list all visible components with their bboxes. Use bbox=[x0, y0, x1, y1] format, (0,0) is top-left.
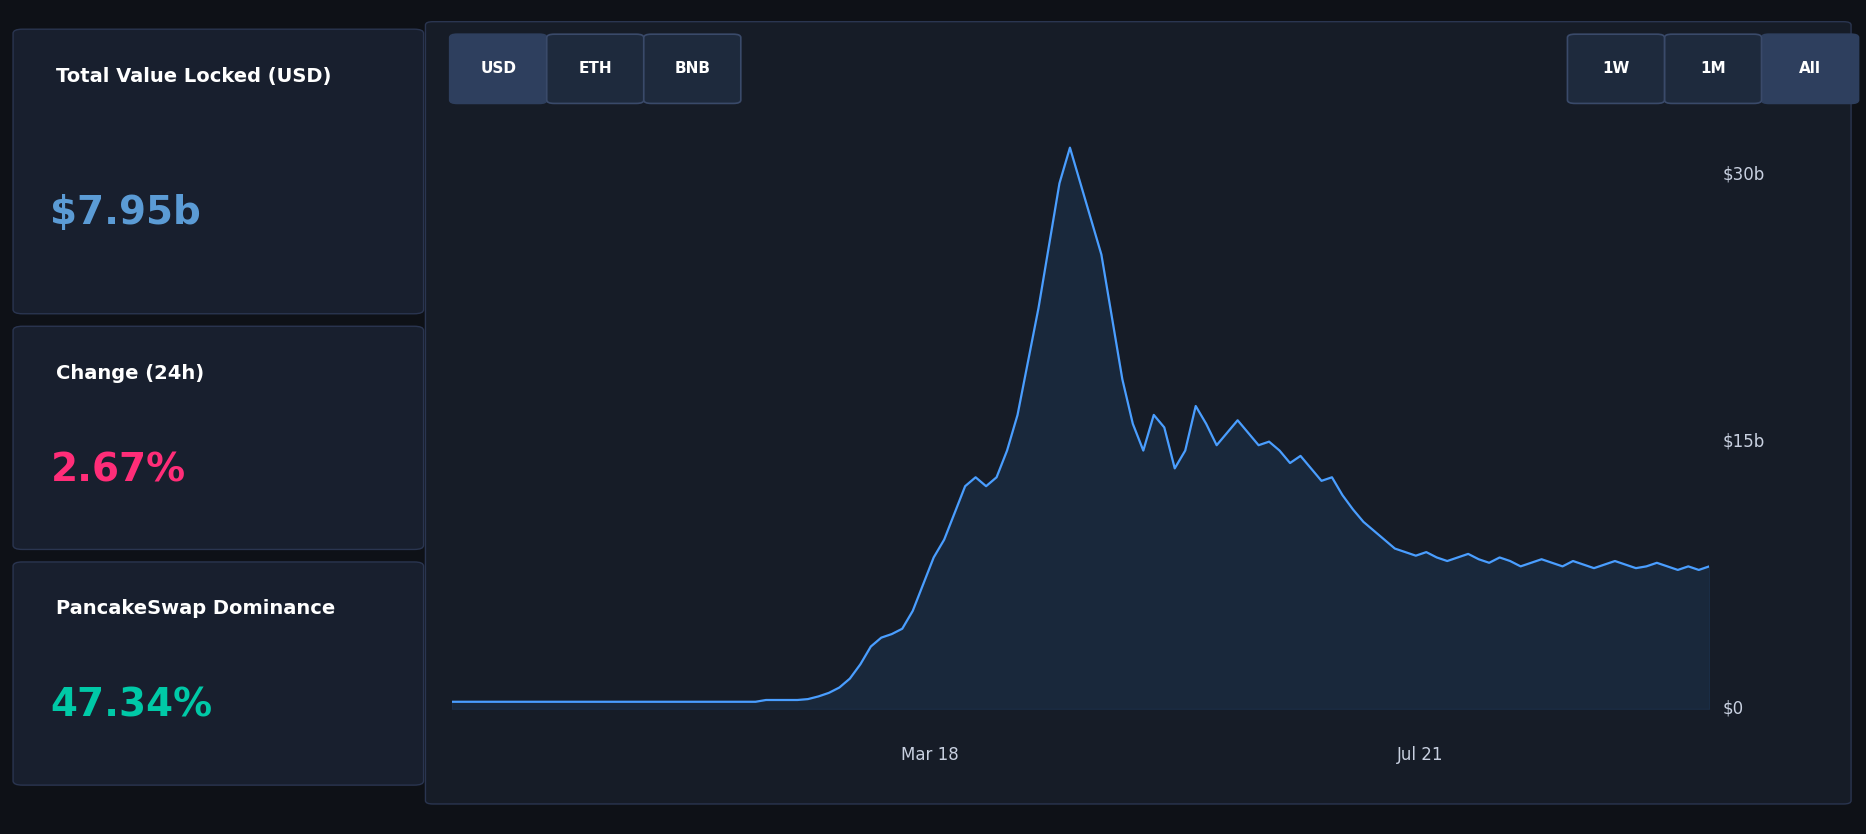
FancyBboxPatch shape bbox=[13, 29, 424, 314]
Text: Jul 21: Jul 21 bbox=[1398, 746, 1442, 764]
Text: $15b: $15b bbox=[1722, 433, 1765, 450]
FancyBboxPatch shape bbox=[547, 34, 644, 103]
Text: 1W: 1W bbox=[1603, 62, 1629, 76]
Text: All: All bbox=[1799, 62, 1821, 76]
FancyBboxPatch shape bbox=[1762, 34, 1859, 103]
FancyBboxPatch shape bbox=[13, 562, 424, 785]
FancyBboxPatch shape bbox=[13, 326, 424, 550]
Text: PancakeSwap Dominance: PancakeSwap Dominance bbox=[56, 600, 336, 619]
Text: 2.67%: 2.67% bbox=[50, 451, 185, 489]
Text: USD: USD bbox=[480, 62, 517, 76]
Text: $0: $0 bbox=[1722, 700, 1743, 718]
Text: $7.95b: $7.95b bbox=[50, 193, 202, 232]
Text: $30b: $30b bbox=[1722, 165, 1765, 183]
Text: ETH: ETH bbox=[578, 62, 612, 76]
Text: 1M: 1M bbox=[1700, 62, 1726, 76]
Text: Total Value Locked (USD): Total Value Locked (USD) bbox=[56, 67, 332, 86]
Text: Mar 18: Mar 18 bbox=[901, 746, 959, 764]
Text: Change (24h): Change (24h) bbox=[56, 364, 203, 383]
FancyBboxPatch shape bbox=[425, 22, 1851, 804]
FancyBboxPatch shape bbox=[450, 34, 547, 103]
Text: 47.34%: 47.34% bbox=[50, 686, 213, 725]
FancyBboxPatch shape bbox=[1567, 34, 1664, 103]
Text: BNB: BNB bbox=[674, 62, 711, 76]
FancyBboxPatch shape bbox=[1664, 34, 1762, 103]
FancyBboxPatch shape bbox=[644, 34, 741, 103]
